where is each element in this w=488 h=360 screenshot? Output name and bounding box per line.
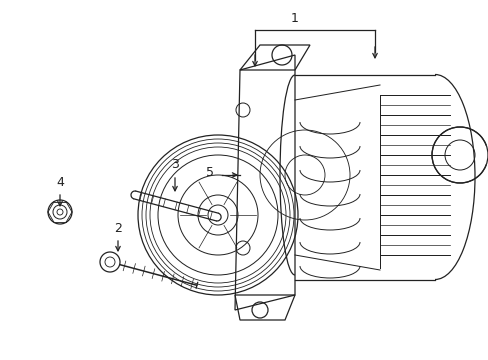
Text: 5: 5: [205, 166, 214, 179]
Text: 1: 1: [290, 12, 298, 24]
Text: 3: 3: [171, 158, 179, 171]
Text: 2: 2: [114, 221, 122, 234]
Text: 4: 4: [56, 176, 64, 189]
